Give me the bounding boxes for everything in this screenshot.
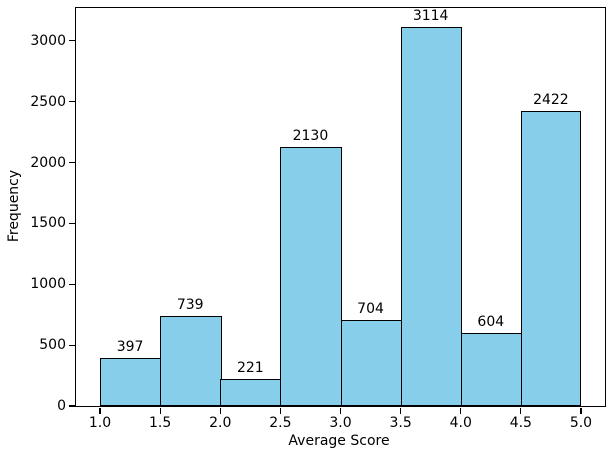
histogram-bar	[520, 111, 581, 406]
x-tick-label: 3.0	[329, 415, 352, 431]
histogram-bar	[460, 332, 523, 406]
y-tick-label: 2500	[30, 93, 66, 110]
x-tick-mark	[460, 407, 462, 414]
y-tick-label: 500	[39, 337, 66, 354]
y-tick-label: 1000	[30, 276, 66, 293]
histogram-bar	[400, 27, 463, 406]
histogram-bar	[220, 379, 282, 406]
bar-value-label: 2422	[533, 92, 569, 109]
histogram-bar	[160, 316, 222, 406]
x-tick-label: 1.5	[149, 415, 172, 431]
bar-value-label: 397	[116, 338, 144, 355]
x-tick-mark	[339, 407, 342, 414]
y-tick-label: 0	[57, 398, 66, 414]
y-tick-label: 3000	[30, 32, 66, 49]
y-tick-mark	[68, 344, 75, 346]
x-tick-label: 4.5	[509, 415, 532, 431]
y-axis-label: Frequency	[6, 169, 22, 243]
bar-value-label: 3114	[412, 8, 449, 24]
x-tick-label: 2.5	[269, 415, 292, 431]
x-tick-mark	[219, 407, 221, 414]
x-tick-label: 5.0	[569, 415, 593, 431]
plot-area: 0 500 1000 1500 2000 2500 3000 1.0 1.5 2.0 2.5 3.0 3…	[30, 7, 606, 430]
y-tick-mark	[68, 101, 75, 103]
bar-value-label: 221	[236, 360, 264, 377]
x-tick-mark	[159, 407, 161, 414]
x-tick-mark	[279, 407, 281, 414]
y-tick-label: 2000	[30, 154, 66, 171]
bar-value-label: 604	[477, 313, 505, 330]
x-tick-mark	[99, 407, 101, 414]
y-tick-label: 1500	[30, 215, 66, 232]
x-tick-mark	[400, 407, 402, 414]
x-tick-mark	[520, 407, 522, 414]
histogram-bar	[340, 320, 403, 406]
x-axis-label: Average Score	[288, 433, 390, 449]
histogram-bar	[100, 357, 162, 406]
y-tick-mark	[68, 405, 75, 407]
bar-value-label: 2130	[292, 127, 329, 144]
y-tick-mark	[68, 283, 75, 285]
x-tick-label: 4.0	[449, 415, 472, 431]
x-tick-mark	[580, 407, 582, 414]
histogram-bar	[280, 146, 342, 406]
x-tick-label: 3.5	[389, 415, 412, 431]
bar-value-label: 704	[357, 301, 384, 318]
y-tick-mark	[68, 40, 75, 42]
bar-value-label: 739	[176, 297, 204, 314]
y-tick-mark	[68, 222, 75, 225]
x-tick-label: 2.0	[209, 415, 232, 431]
y-tick-mark	[68, 161, 75, 164]
x-tick-label: 1.0	[88, 415, 112, 431]
